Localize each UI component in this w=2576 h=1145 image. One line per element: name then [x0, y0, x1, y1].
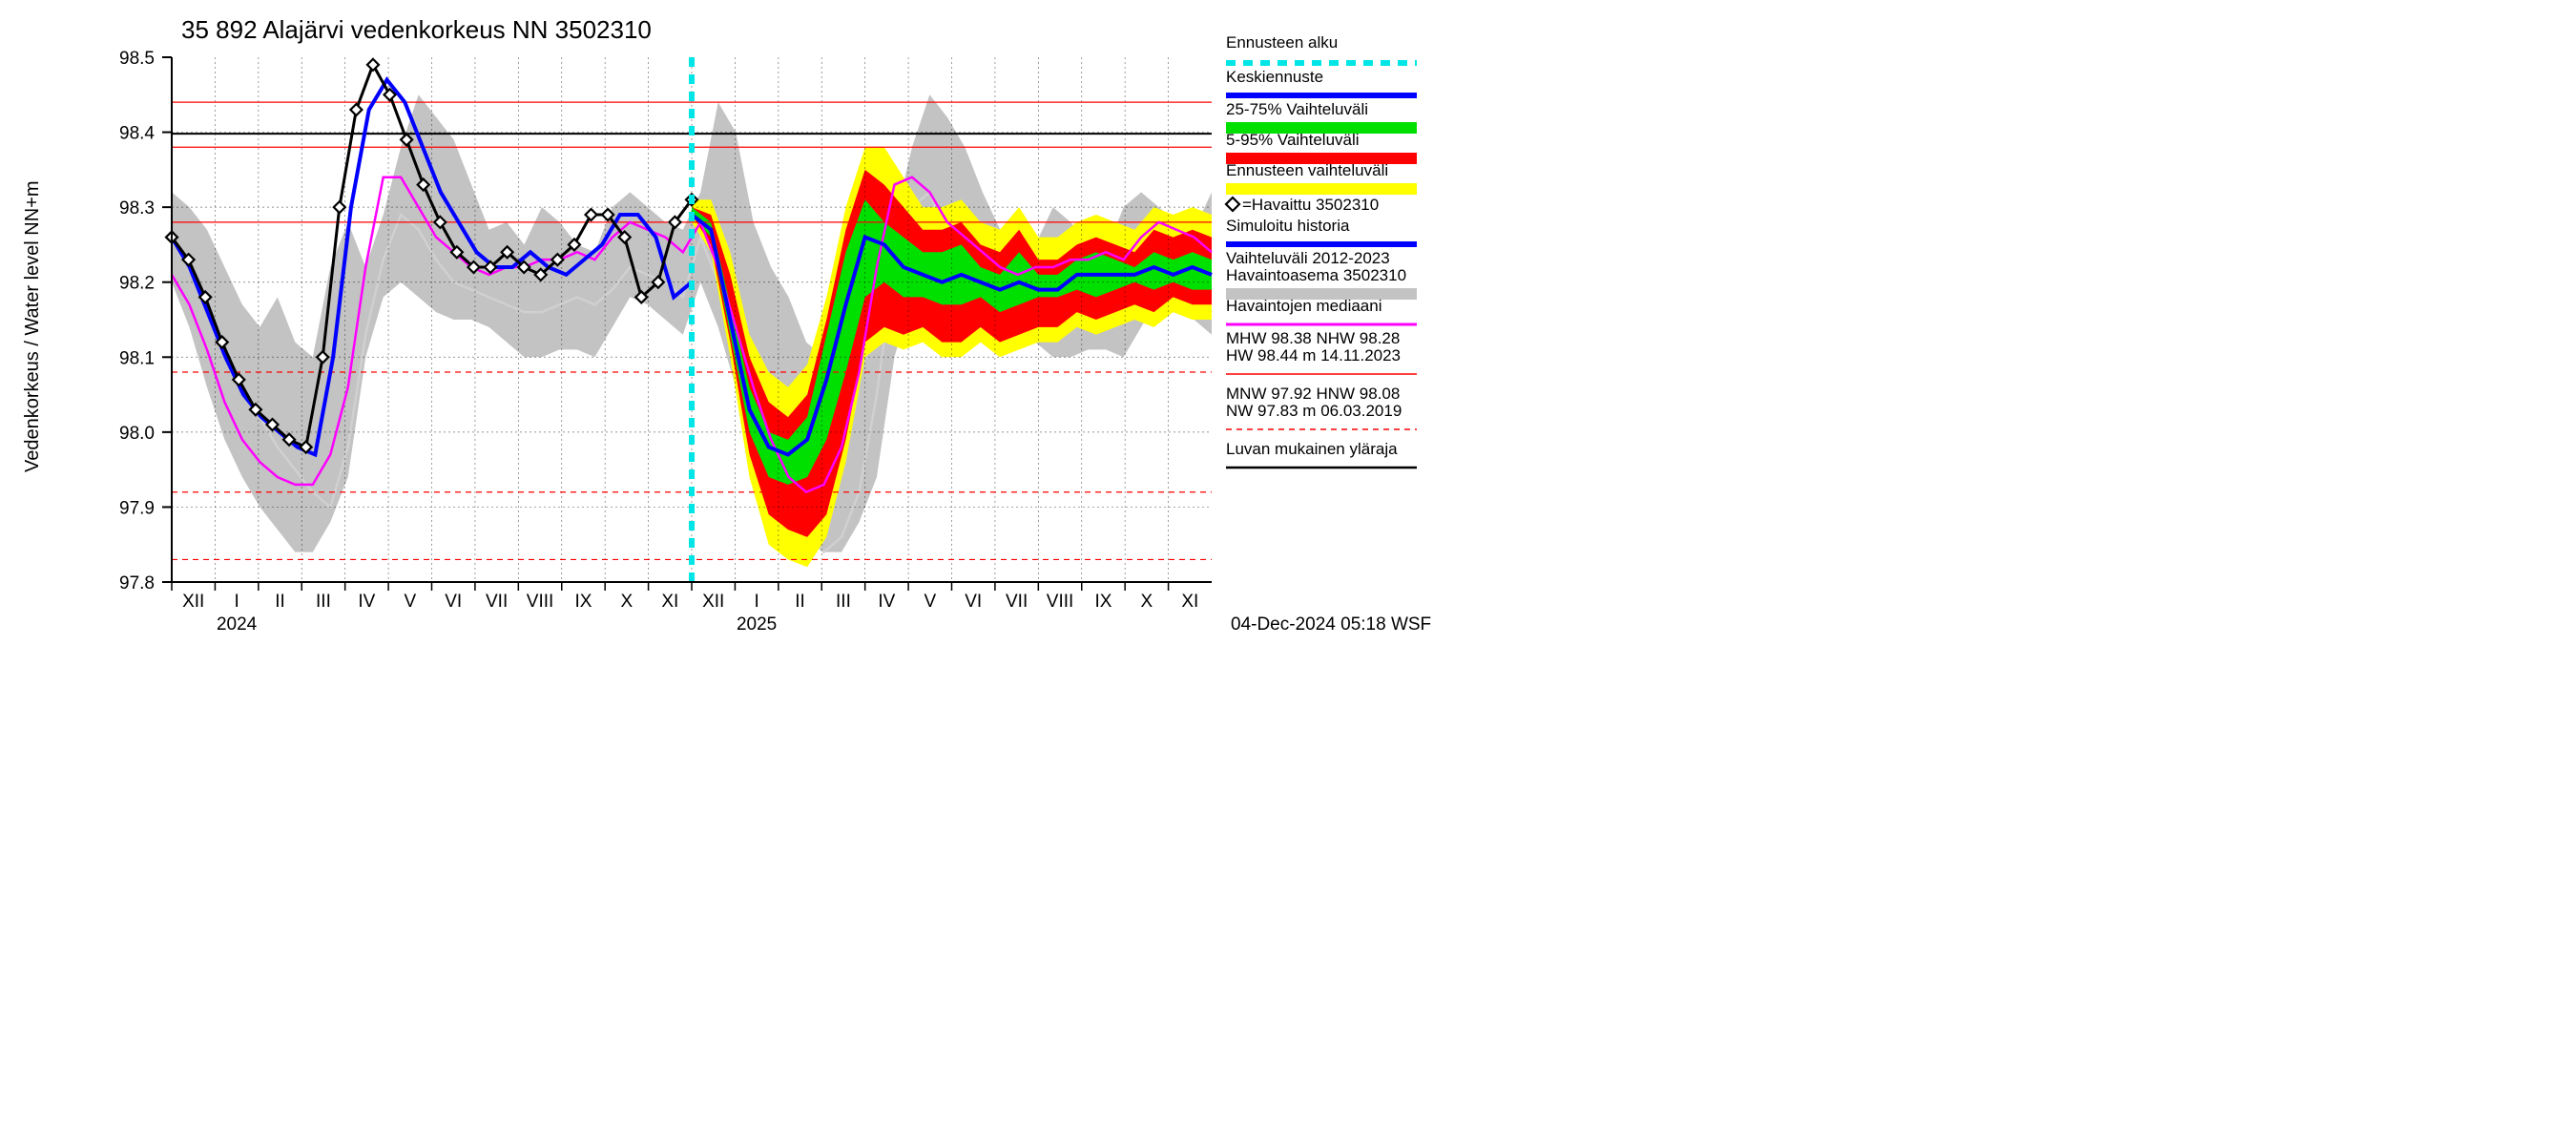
x-tick-label: III: [316, 592, 331, 612]
x-tick-label: VI: [965, 592, 982, 612]
legend-mhw-2: HW 98.44 m 14.11.2023: [1226, 346, 1401, 364]
chart-timestamp: 04-Dec-2024 05:18 WSFS-O: [1231, 614, 1431, 635]
y-tick-label: 97.9: [119, 498, 155, 518]
y-tick-label: 98.1: [119, 348, 155, 368]
x-tick-label: VII: [486, 592, 508, 612]
y-tick-label: 97.8: [119, 573, 155, 593]
legend-sim-label: Simuloitu historia: [1226, 217, 1350, 235]
x-tick-label: X: [1141, 592, 1153, 612]
x-tick-label: IV: [358, 592, 375, 612]
x-tick-label: VII: [1006, 592, 1028, 612]
legend-range-label: Ennusteen vaihteluväli: [1226, 161, 1388, 179]
y-tick-label: 98.3: [119, 198, 155, 219]
x-tick-label: VIII: [527, 592, 554, 612]
x-tick-label: III: [836, 592, 851, 612]
y-tick-label: 98.4: [119, 124, 155, 144]
chart-container: 97.897.998.098.198.298.398.498.5XIIIIIII…: [0, 0, 1431, 639]
x-tick-label: XI: [1181, 592, 1198, 612]
y-tick-label: 98.0: [119, 424, 155, 444]
x-tick-label: VI: [445, 592, 462, 612]
chart-title: 35 892 Alajärvi vedenkorkeus NN 3502310: [181, 15, 652, 44]
legend-range-swatch: [1226, 183, 1417, 195]
legend-permit-label: Luvan mukainen yläraja: [1226, 440, 1398, 458]
x-tick-label: I: [234, 592, 239, 612]
legend-hist-range-label2: Havaintoasema 3502310: [1226, 266, 1406, 284]
x-year-label: 2024: [217, 614, 258, 635]
legend-mnw-2: NW 97.83 m 06.03.2019: [1226, 402, 1402, 420]
x-tick-label: V: [924, 592, 936, 612]
y-tick-label: 98.2: [119, 274, 155, 294]
x-tick-label: I: [754, 592, 758, 612]
x-tick-label: II: [795, 592, 805, 612]
x-tick-label: IX: [1094, 592, 1111, 612]
legend-mnw-1: MNW 97.92 HNW 98.08: [1226, 385, 1400, 403]
y-axis-label: Vedenkorkeus / Water level NN+m: [22, 181, 43, 473]
legend-median-label: Keskiennuste: [1226, 68, 1323, 86]
y-tick-label: 98.5: [119, 49, 155, 69]
x-tick-label: II: [275, 592, 285, 612]
hydrograph-chart: 97.897.998.098.198.298.398.498.5XIIIIIII…: [0, 0, 1431, 639]
legend-observed-label: =Havaittu 3502310: [1242, 196, 1379, 214]
legend-5-95-label: 5-95% Vaihteluväli: [1226, 131, 1360, 149]
x-tick-label: IV: [878, 592, 895, 612]
legend-forecast-start-label: Ennusteen alku: [1226, 33, 1338, 52]
legend-obs-median-label: Havaintojen mediaani: [1226, 297, 1382, 315]
x-tick-label: XII: [702, 592, 724, 612]
x-year-label: 2025: [737, 614, 777, 635]
legend-25-75-label: 25-75% Vaihteluväli: [1226, 100, 1368, 118]
x-tick-label: X: [621, 592, 634, 612]
x-tick-label: XII: [182, 592, 204, 612]
legend-mhw-1: MHW 98.38 NHW 98.28: [1226, 329, 1400, 347]
x-tick-label: XI: [661, 592, 678, 612]
x-tick-label: IX: [574, 592, 592, 612]
x-tick-label: VIII: [1047, 592, 1074, 612]
x-tick-label: V: [404, 592, 416, 612]
legend-hist-range-label1: Vaihteluväli 2012-2023: [1226, 249, 1390, 267]
